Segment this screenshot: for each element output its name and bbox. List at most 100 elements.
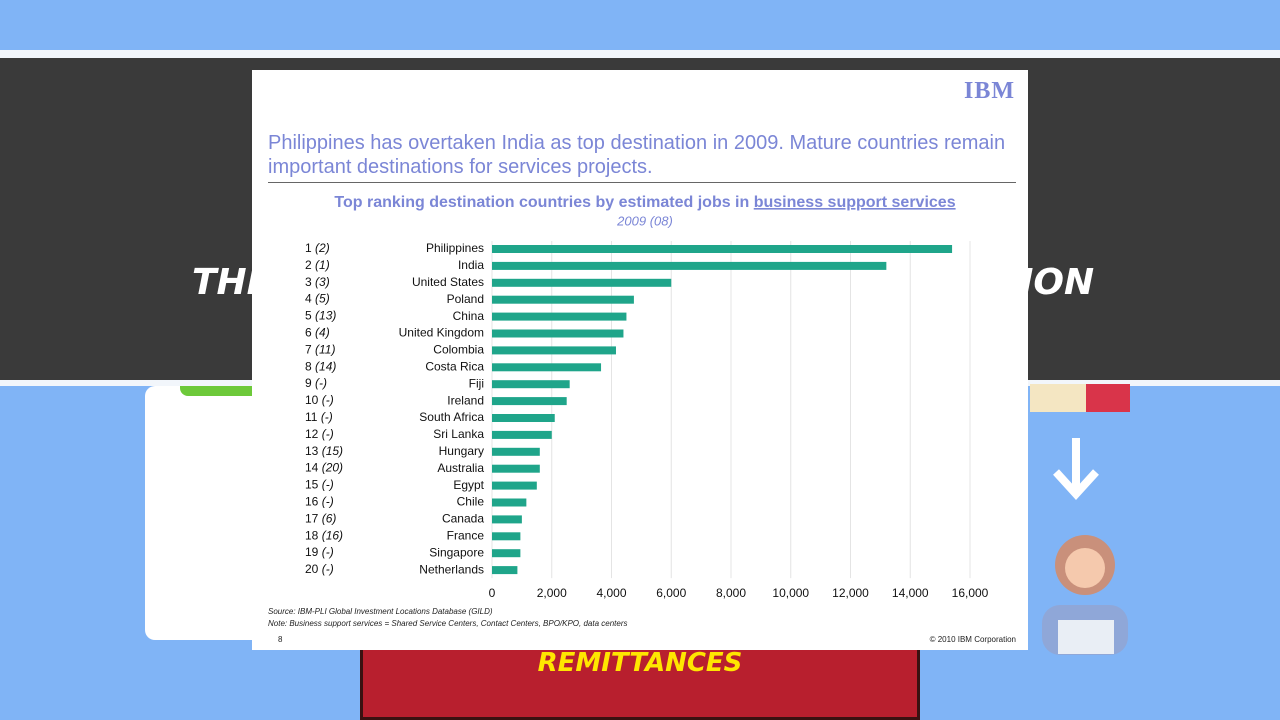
- previous-rank: (1): [315, 258, 330, 272]
- previous-rank: (-): [322, 393, 334, 407]
- y-tick-label: Sri Lanka: [433, 427, 484, 441]
- rank: 5 (13): [305, 309, 336, 323]
- note: Note: Business support services = Shared…: [268, 619, 628, 628]
- rank-number: 16: [305, 495, 319, 509]
- x-tick-label: 16,000: [952, 586, 989, 600]
- rank: 14 (20): [305, 461, 343, 475]
- rank-number: 2: [305, 258, 312, 272]
- bar: [492, 566, 518, 575]
- rank: 13 (15): [305, 444, 343, 458]
- y-tick-label: Philippines: [426, 241, 484, 255]
- y-tick-label: China: [453, 309, 485, 323]
- footer-label: REMITTANCES: [537, 648, 743, 678]
- x-tick-label: 12,000: [832, 586, 869, 600]
- rank: 18 (16): [305, 528, 343, 542]
- previous-rank: (-): [322, 562, 334, 576]
- rank-number: 18: [305, 528, 319, 542]
- rank-number: 11: [305, 410, 318, 424]
- y-tick-label: Fiji: [469, 376, 484, 390]
- rule: [268, 182, 1016, 183]
- y-tick-label: Hungary: [439, 444, 484, 458]
- x-tick-label: 2,000: [537, 586, 567, 600]
- rank: 20 (-): [305, 562, 334, 576]
- y-tick-label: South Africa: [419, 410, 484, 424]
- rank: 6 (4): [305, 326, 330, 340]
- chart-title: Top ranking destination countries by est…: [334, 194, 955, 211]
- y-tick-label: Ireland: [447, 393, 484, 407]
- bar: [492, 498, 527, 507]
- rank: 8 (14): [305, 359, 336, 373]
- y-tick-label: Poland: [447, 292, 484, 306]
- y-tick-label: Australia: [437, 461, 484, 475]
- rank-number: 12: [305, 427, 319, 441]
- previous-rank: (-): [322, 545, 334, 559]
- rank: 16 (-): [305, 495, 334, 509]
- bar: [492, 380, 570, 389]
- bar: [492, 295, 634, 304]
- y-tick-label: France: [447, 528, 485, 542]
- previous-rank: (2): [315, 241, 330, 255]
- rank-number: 3: [305, 275, 312, 289]
- rank-number: 1: [305, 241, 312, 255]
- bar: [492, 447, 540, 456]
- previous-rank: (5): [315, 292, 330, 306]
- previous-rank: (16): [322, 528, 343, 542]
- bar: [492, 245, 953, 253]
- copyright: © 2010 IBM Corporation: [929, 635, 1016, 644]
- x-tick-label: 14,000: [892, 586, 929, 600]
- rank-number: 20: [305, 562, 319, 576]
- card-accent: [180, 386, 260, 396]
- rank: 9 (-): [305, 376, 327, 390]
- previous-rank: (11): [315, 343, 335, 357]
- bar: [492, 397, 567, 406]
- rank-number: 14: [305, 461, 319, 475]
- bar: [492, 532, 521, 541]
- previous-rank: (14): [315, 359, 336, 373]
- previous-rank: (-): [322, 478, 334, 492]
- previous-rank: (6): [322, 512, 337, 526]
- x-tick-label: 4,000: [596, 586, 626, 600]
- bar: [492, 464, 540, 473]
- logo: IBM: [964, 78, 1015, 104]
- chart-title-link: business support services: [754, 194, 956, 211]
- chart-subtitle: 2009 (08): [616, 213, 673, 228]
- rank: 17 (6): [305, 512, 336, 526]
- band-line: [0, 50, 1280, 58]
- y-tick-label: Netherlands: [419, 562, 484, 576]
- bar: [492, 549, 521, 558]
- card: [145, 386, 265, 640]
- y-tick-label: India: [458, 258, 484, 272]
- rank-number: 13: [305, 444, 319, 458]
- rank: 15 (-): [305, 478, 334, 492]
- y-tick-label: Costa Rica: [425, 359, 484, 373]
- y-tick-label: United Kingdom: [399, 326, 484, 340]
- rank: 11 (-): [305, 410, 333, 424]
- banner-text: ION: [1020, 262, 1095, 303]
- bar: [492, 278, 672, 287]
- y-tick-label: Singapore: [429, 545, 484, 559]
- previous-rank: (4): [315, 326, 330, 340]
- previous-rank: (20): [322, 461, 343, 475]
- x-tick-label: 10,000: [772, 586, 809, 600]
- source: Source: IBM-PLI Global Investment Locati…: [268, 607, 493, 616]
- rank-number: 6: [305, 326, 312, 340]
- bar: [492, 363, 602, 372]
- slide-heading: Philippines has overtaken India as top d…: [268, 132, 1006, 178]
- previous-rank: (15): [322, 444, 343, 458]
- previous-rank: (-): [322, 495, 334, 509]
- rank: 7 (11): [305, 343, 335, 357]
- rank-number: 10: [305, 393, 319, 407]
- y-tick-label: Colombia: [433, 343, 484, 357]
- previous-rank: (3): [315, 275, 330, 289]
- rank-number: 17: [305, 512, 319, 526]
- rank: 3 (3): [305, 275, 330, 289]
- previous-rank: (13): [315, 309, 336, 323]
- bar: [492, 515, 522, 524]
- rank: 4 (5): [305, 292, 330, 306]
- slide: [252, 70, 1028, 650]
- chart-title-text: Top ranking destination countries by est…: [334, 194, 749, 211]
- y-tick-label: Canada: [442, 512, 484, 526]
- bar: [492, 329, 624, 338]
